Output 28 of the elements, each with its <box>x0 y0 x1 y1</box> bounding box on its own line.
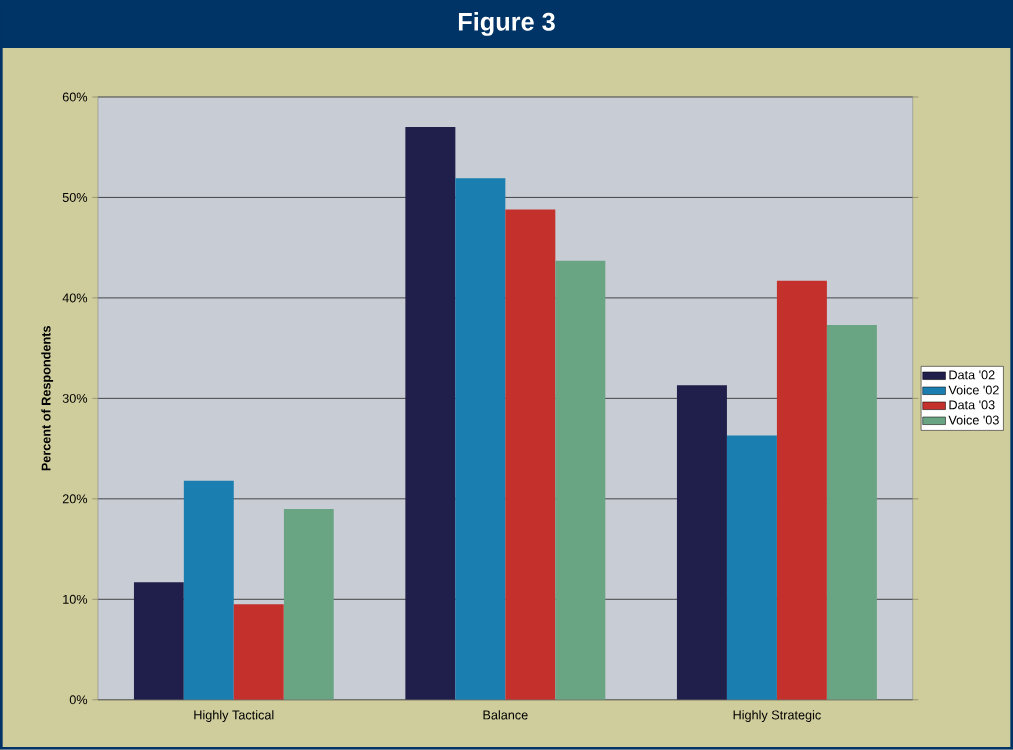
y-tick-label: 60% <box>62 92 88 102</box>
y-tick-label: 40% <box>62 293 88 303</box>
bar <box>455 178 506 700</box>
legend-label: Voice '03 <box>948 415 999 425</box>
x-tick-label: Balance <box>483 710 528 720</box>
legend-label: Data '02 <box>949 370 995 380</box>
bar <box>233 604 284 700</box>
legend-label: Voice '02 <box>948 385 999 395</box>
y-tick-label: 0% <box>69 695 88 705</box>
bar <box>826 325 877 700</box>
bar <box>726 435 777 700</box>
legend-label: Data '03 <box>949 400 995 410</box>
bar <box>676 385 727 700</box>
x-tick-label: Highly Tactical <box>194 710 274 723</box>
y-tick-label: 30% <box>62 394 88 403</box>
bar <box>133 582 184 700</box>
x-tick-label: Highly Strategic <box>733 710 821 723</box>
chart-title: Figure 3 <box>458 12 555 36</box>
bar <box>505 209 556 700</box>
bar <box>555 260 606 700</box>
bar <box>183 480 234 700</box>
bar <box>776 280 827 700</box>
y-axis-title: Percent of Respondents <box>41 326 54 471</box>
y-tick-label: 10% <box>63 594 88 604</box>
bar <box>283 509 334 700</box>
bar <box>405 127 456 700</box>
y-tick-label: 50% <box>62 193 88 203</box>
y-tick-label: 20% <box>62 494 88 504</box>
